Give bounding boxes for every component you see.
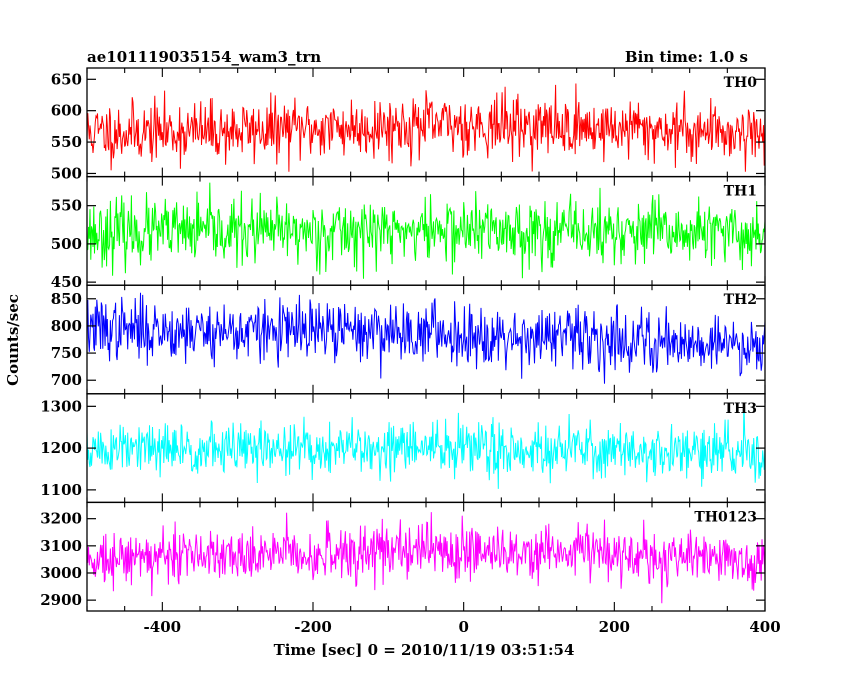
panel-label-th3: TH3 xyxy=(724,401,757,417)
y-tick-label-th1: 550 xyxy=(51,197,82,215)
panel-label-th0: TH0 xyxy=(724,75,758,91)
y-axis-label: Counts/sec xyxy=(4,294,22,386)
x-tick-label: -400 xyxy=(144,618,182,636)
panel-label-th2: TH2 xyxy=(724,292,757,308)
y-tick-label-th2: 800 xyxy=(51,317,82,335)
y-tick-label-th3: 1100 xyxy=(40,481,82,499)
series-line-th2 xyxy=(87,292,765,384)
x-axis-label: Time [sec] 0 = 2010/11/19 03:51:54 xyxy=(274,641,575,659)
x-tick-label: 200 xyxy=(599,618,630,636)
plot-title: ae101119035154_wam3_trn xyxy=(87,48,321,66)
y-tick-label-th1: 500 xyxy=(51,235,82,253)
y-tick-label-th0: 500 xyxy=(51,164,82,182)
y-tick-label-th1: 450 xyxy=(51,273,82,291)
series-line-th0123 xyxy=(87,512,765,604)
y-tick-label-th0: 550 xyxy=(51,133,82,151)
x-tick-label: 400 xyxy=(749,618,780,636)
panel-label-th1: TH1 xyxy=(724,184,757,200)
series-line-th1 xyxy=(87,182,765,279)
y-tick-label-th0: 650 xyxy=(51,70,82,88)
y-tick-label-th0: 600 xyxy=(51,102,82,120)
x-tick-label: -200 xyxy=(294,618,332,636)
y-tick-label-th0123: 2900 xyxy=(40,591,82,609)
y-tick-label-th0123: 3200 xyxy=(40,510,82,528)
bin-time-label: Bin time: 1.0 s xyxy=(625,48,748,66)
y-tick-label-th2: 850 xyxy=(51,290,82,308)
y-tick-label-th2: 700 xyxy=(51,371,82,389)
y-tick-label-th0123: 3000 xyxy=(40,564,82,582)
panel-label-th0123: TH0123 xyxy=(694,509,757,525)
panels-group: 500 550 600 650 TH0 450 500 550 TH1 700 750 800 850 T… xyxy=(40,67,781,636)
series-line-th3 xyxy=(87,402,765,489)
y-tick-label-th3: 1200 xyxy=(40,439,82,457)
series-line-th0 xyxy=(87,83,765,172)
x-tick-label: 0 xyxy=(458,618,468,636)
y-tick-label-th0123: 3100 xyxy=(40,537,82,555)
y-tick-label-th2: 750 xyxy=(51,344,82,362)
y-tick-label-th3: 1300 xyxy=(40,397,82,415)
